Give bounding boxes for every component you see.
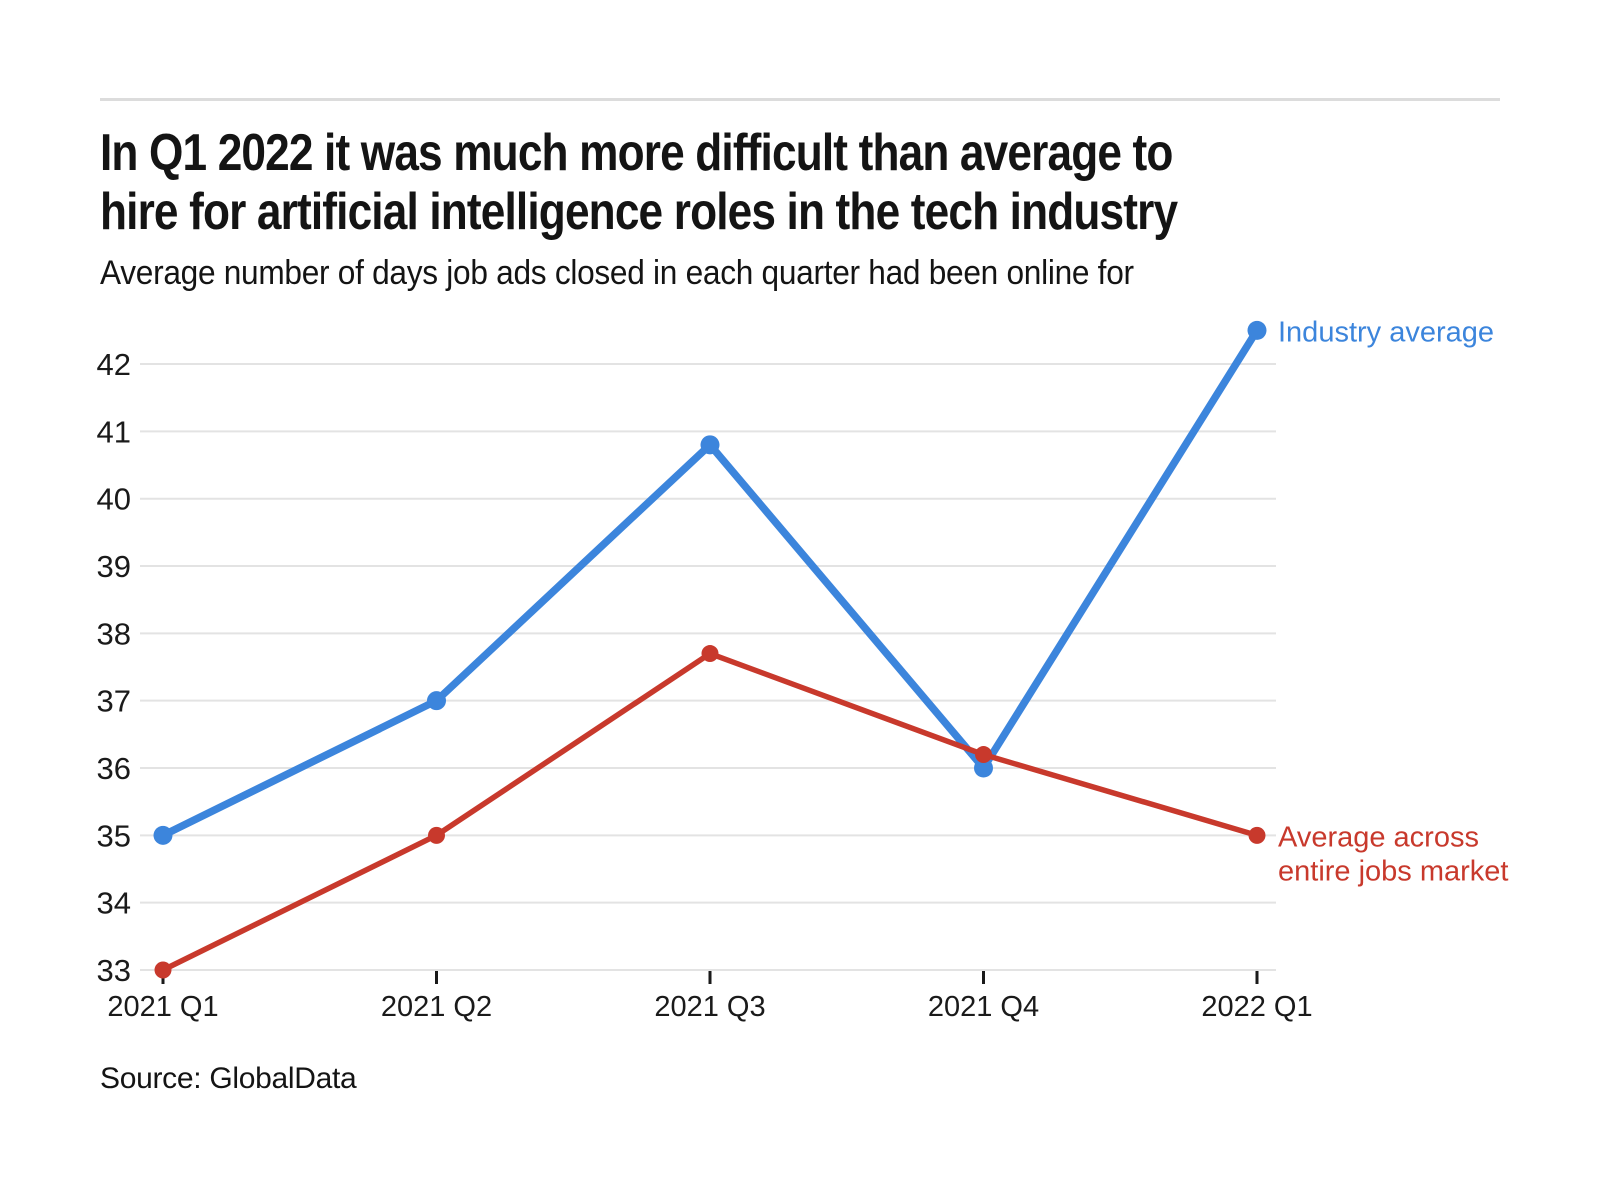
y-axis-label: 42 [97,347,131,382]
chart-title: In Q1 2022 it was much more difficult th… [100,124,1178,242]
y-axis-label: 34 [97,886,131,921]
data-point [153,825,173,845]
data-point [428,826,445,844]
y-axis-label: 35 [97,818,131,853]
top-rule [100,98,1500,101]
chart-title-line-1: In Q1 2022 it was much more difficult th… [100,124,1173,182]
x-axis-label: 2021 Q3 [654,991,765,1023]
data-point [427,691,446,711]
y-axis-label: 36 [97,751,131,786]
x-axis-label: 2021 Q4 [928,991,1039,1023]
series-line [159,326,1261,840]
y-axis-label: 41 [97,414,131,449]
data-point [975,746,992,764]
data-point [1248,826,1266,844]
chart-subtitle: Average number of days job ads closed in… [100,254,1134,292]
y-axis-label: 39 [97,549,131,584]
data-point [1247,320,1267,340]
source-note: Source: GlobalData [100,1062,357,1095]
data-point [154,961,172,979]
y-axis-label: 40 [97,482,131,517]
y-axis-label: 33 [97,953,131,988]
x-axis-label: 2021 Q2 [381,991,492,1023]
series-label: Industry average [1278,316,1494,348]
x-axis-label: 2021 Q1 [107,991,218,1023]
data-point [701,645,719,663]
y-axis-label: 38 [97,616,131,651]
series-label: Average across [1278,821,1479,853]
chart-title-line-2: hire for artificial intelligence roles i… [100,183,1178,241]
data-point [974,758,993,778]
y-axis-label: 37 [97,684,131,719]
series-label: entire jobs market [1278,855,1509,887]
data-point [700,435,720,455]
x-axis-label: 2022 Q1 [1201,991,1312,1023]
